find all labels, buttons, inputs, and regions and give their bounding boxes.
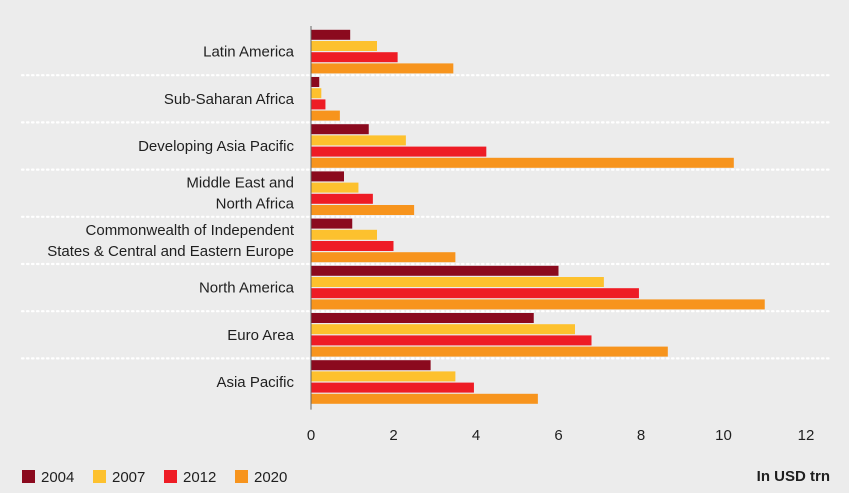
bars-group <box>311 29 765 404</box>
unit-label: In USD trn <box>757 468 830 485</box>
bar-2012-cat-4 <box>311 241 394 251</box>
bar-2004-cat-3 <box>311 171 344 182</box>
x-tick-label: 10 <box>715 427 732 444</box>
bar-2012-cat-0 <box>311 52 398 63</box>
bar-2004-cat-2 <box>311 124 369 135</box>
bar-2004-cat-1 <box>311 77 320 87</box>
category-label: Middle East and <box>186 175 294 192</box>
legend-label-2007: 2007 <box>112 469 145 486</box>
bar-2004-cat-6 <box>311 313 534 323</box>
category-label: North Africa <box>216 196 295 213</box>
bar-2020-cat-2 <box>311 157 734 168</box>
bar-2012-cat-5 <box>311 288 639 299</box>
legend-swatch-2007 <box>93 470 106 483</box>
x-tick-label: 8 <box>637 427 645 444</box>
category-label: Commonwealth of Independent <box>86 222 295 239</box>
bar-2007-cat-6 <box>311 324 575 335</box>
bar-2004-cat-0 <box>311 29 351 40</box>
bar-2004-cat-7 <box>311 360 431 371</box>
bar-2007-cat-3 <box>311 182 359 193</box>
legend-swatch-2004 <box>22 470 35 483</box>
bar-2004-cat-5 <box>311 265 559 276</box>
bar-2012-cat-2 <box>311 146 487 157</box>
bar-2007-cat-4 <box>311 229 377 240</box>
bar-2020-cat-5 <box>311 299 765 310</box>
bar-2007-cat-0 <box>311 41 377 51</box>
bar-2020-cat-7 <box>311 393 538 404</box>
category-label: Euro Area <box>227 327 294 344</box>
bar-2012-cat-3 <box>311 193 373 204</box>
legend-label-2012: 2012 <box>183 469 216 486</box>
x-tick-labels: 0 2 4 6 8 10 12 <box>307 427 815 444</box>
bar-2007-cat-1 <box>311 88 322 99</box>
bar-2020-cat-6 <box>311 346 668 357</box>
bar-2012-cat-1 <box>311 99 326 110</box>
category-label: Asia Pacific <box>216 374 294 391</box>
legend: 2004 2007 2012 2020 <box>22 469 287 486</box>
bar-2004-cat-4 <box>311 218 353 229</box>
category-label: States & Central and Eastern Europe <box>47 243 294 260</box>
legend-swatch-2020 <box>235 470 248 483</box>
bar-2007-cat-5 <box>311 277 604 287</box>
legend-label-2004: 2004 <box>41 469 74 486</box>
x-tick-label: 2 <box>389 427 397 444</box>
legend-label-2020: 2020 <box>254 469 287 486</box>
category-label: Latin America <box>203 44 295 61</box>
x-tick-label: 6 <box>554 427 562 444</box>
bar-2020-cat-3 <box>311 205 415 215</box>
category-label: Sub-Saharan Africa <box>164 91 295 108</box>
x-tick-label: 0 <box>307 427 315 444</box>
category-label: North America <box>199 280 295 297</box>
category-separators <box>20 74 834 360</box>
x-tick-label: 4 <box>472 427 480 444</box>
bar-2020-cat-1 <box>311 110 340 121</box>
bar-2012-cat-6 <box>311 335 592 346</box>
category-labels: Latin America Sub-Saharan Africa Developin… <box>47 44 295 391</box>
bar-2007-cat-2 <box>311 135 406 146</box>
x-tick-label: 12 <box>798 427 815 444</box>
bar-2007-cat-7 <box>311 371 456 382</box>
bar-2020-cat-0 <box>311 63 454 74</box>
legend-swatch-2012 <box>164 470 177 483</box>
bar-2020-cat-4 <box>311 252 456 263</box>
bar-2012-cat-7 <box>311 382 474 393</box>
category-label: Developing Asia Pacific <box>138 138 294 155</box>
